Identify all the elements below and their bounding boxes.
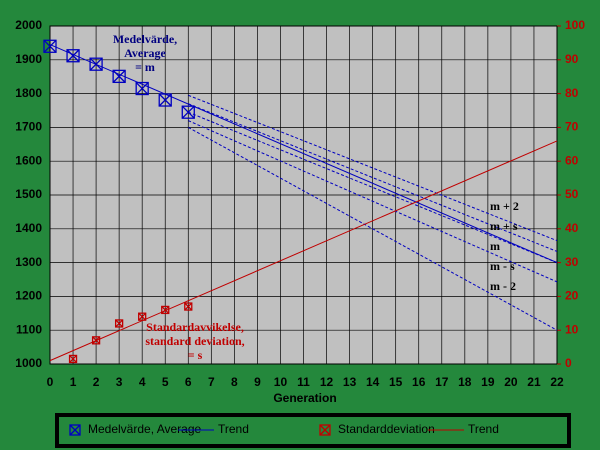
band-label: m + 2: [490, 199, 519, 213]
x-tick-label: 19: [481, 375, 495, 389]
legend-marker: [69, 424, 81, 436]
marker: [181, 105, 195, 119]
annotation: Medelvärde,: [113, 32, 177, 46]
x-tick-label: 22: [550, 375, 564, 389]
y2-tick-label: 20: [565, 289, 579, 303]
x-tick-label: 16: [412, 375, 426, 389]
y-tick-label: 1900: [15, 52, 42, 66]
x-tick-label: 0: [47, 375, 54, 389]
marker: [66, 49, 80, 63]
legend-label: Trend: [468, 422, 499, 436]
band-line: [188, 120, 558, 283]
annotation: Average: [124, 46, 166, 60]
band-line: [188, 94, 558, 242]
x-tick-label: 2: [93, 375, 100, 389]
legend-label: Standarddeviation: [338, 422, 435, 436]
band-label: m: [490, 239, 500, 253]
marker: [135, 81, 149, 96]
y2-tick-label: 30: [565, 255, 579, 269]
legend-marker: [319, 424, 331, 436]
y-tick-label: 1000: [15, 356, 42, 370]
trend-line: [49, 140, 558, 362]
band-label: m - 2: [490, 279, 516, 293]
y2-tick-label: 100: [565, 18, 585, 32]
y-tick-label: 1500: [15, 187, 42, 201]
x-tick-label: 18: [458, 375, 472, 389]
x-tick-label: 17: [435, 375, 449, 389]
y-tick-label: 2000: [15, 18, 42, 32]
x-tick-label: 4: [139, 375, 146, 389]
trend-line: [49, 44, 558, 264]
x-tick-label: 6: [185, 375, 192, 389]
x-tick-label: 12: [320, 375, 334, 389]
annotation: Standardavvikelse,: [146, 320, 244, 334]
y-tick-label: 1600: [15, 153, 42, 167]
band-line: [188, 103, 558, 252]
y-tick-label: 1300: [15, 255, 42, 269]
x-tick-label: 14: [366, 375, 380, 389]
y2-tick-label: 40: [565, 221, 579, 235]
y2-tick-label: 50: [565, 187, 579, 201]
x-tick-label: 11: [297, 375, 310, 389]
y2-tick-label: 70: [565, 120, 579, 134]
x-tick-label: 8: [231, 375, 238, 389]
y2-tick-label: 10: [565, 322, 579, 336]
x-tick-label: 21: [527, 375, 541, 389]
band-label: m + s: [490, 219, 518, 233]
legend-label: Medelvärde, Average: [88, 422, 202, 436]
marker: [184, 302, 193, 311]
y-tick-label: 1800: [15, 86, 42, 100]
x-tick-label: 10: [274, 375, 288, 389]
x-tick-label: 5: [162, 375, 169, 389]
x-tick-label: 7: [208, 375, 215, 389]
annotation: standard deviation,: [145, 334, 244, 348]
y2-tick-label: 90: [565, 52, 579, 66]
band-label: m - s: [490, 259, 515, 273]
marker: [161, 305, 170, 315]
x-tick-label: 13: [343, 375, 357, 389]
annotation: = m: [135, 60, 155, 74]
x-tick-label: 1: [70, 375, 77, 389]
x-axis-label: Generation: [273, 391, 336, 405]
band-line: [188, 111, 558, 264]
y-tick-label: 1200: [15, 289, 42, 303]
y-tick-label: 1400: [15, 221, 42, 235]
legend-label: Trend: [218, 422, 249, 436]
y2-tick-label: 80: [565, 86, 579, 100]
y2-tick-label: 0: [565, 356, 572, 370]
x-tick-label: 15: [389, 375, 403, 389]
marker: [68, 354, 78, 364]
x-tick-label: 9: [254, 375, 261, 389]
x-tick-label: 20: [504, 375, 518, 389]
band-line: [188, 126, 558, 331]
y2-tick-label: 60: [565, 153, 579, 167]
y-tick-label: 1100: [16, 322, 42, 336]
x-tick-label: 3: [116, 375, 123, 389]
legend-box: [55, 413, 571, 448]
marker: [43, 39, 57, 53]
annotation: = s: [188, 348, 203, 362]
marker: [114, 319, 124, 328]
y-tick-label: 1700: [15, 120, 42, 134]
